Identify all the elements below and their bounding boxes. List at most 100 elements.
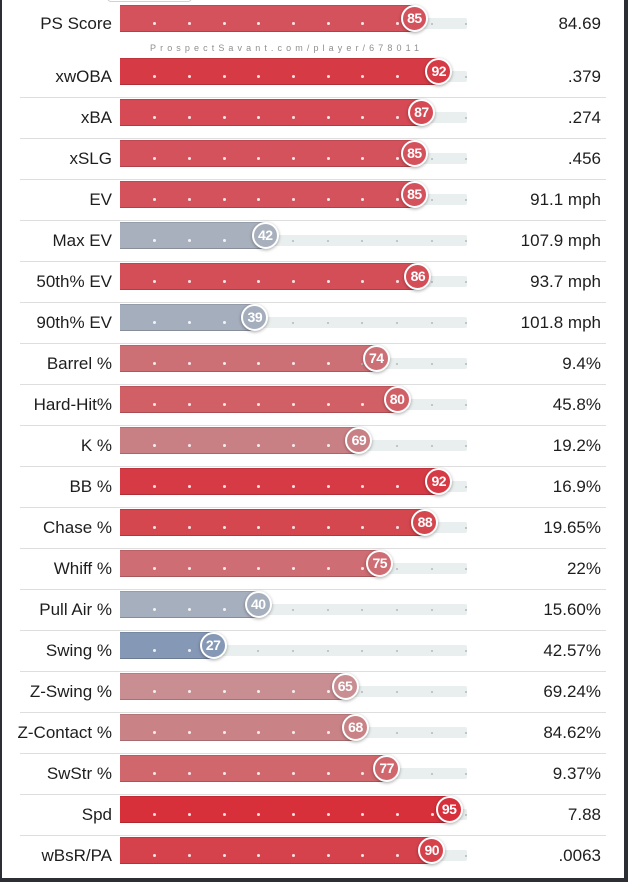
metric-value: 101.8 mph	[520, 313, 601, 332]
percentile-bar	[120, 673, 346, 700]
tick-dot	[257, 526, 261, 529]
tick-dot	[465, 239, 467, 242]
row-separator	[20, 425, 606, 426]
percentile-badge: 42	[251, 222, 279, 249]
tick-dot	[465, 690, 467, 693]
percentile-badge: 40	[244, 591, 272, 618]
tick-dot	[292, 321, 294, 324]
tick-dot	[257, 854, 261, 857]
percentile-badge: 27	[199, 632, 227, 659]
metric-label: Whiff %	[53, 559, 112, 578]
tick-dot	[326, 526, 330, 529]
metric-row: xBA 87 .274	[2, 97, 624, 138]
metric-label: Pull Air %	[39, 600, 112, 619]
tick-dot	[257, 362, 261, 365]
row-separator	[20, 466, 606, 467]
percentile-badge: 85	[400, 5, 428, 32]
tick-dot	[326, 157, 330, 160]
tick-dot	[326, 649, 329, 652]
tick-dot	[326, 75, 330, 78]
metric-label: Swing %	[45, 641, 112, 660]
metric-value: 84.62%	[543, 723, 601, 742]
row-separator	[20, 712, 606, 713]
metric-value: 9.37%	[552, 764, 601, 783]
metric-label: SwStr %	[46, 764, 112, 783]
percentile-bar	[120, 755, 388, 782]
tick-dot	[187, 22, 191, 25]
tick-dot	[465, 321, 467, 324]
metric-value: .456	[567, 149, 601, 168]
metric-label: 90th% EV	[36, 313, 112, 332]
tick-dot	[292, 280, 295, 283]
metric-row: xSLG 85 .456	[2, 138, 624, 179]
tick-dot	[465, 75, 467, 78]
tick-dot	[396, 75, 400, 78]
tick-dot	[187, 485, 191, 488]
metric-label: Max EV	[52, 231, 112, 250]
tick-dot	[257, 157, 261, 160]
metric-row: Z-Swing % 65 69.24%	[2, 671, 624, 712]
percentile-badge: 86	[404, 263, 432, 290]
metric-row: Hard-Hit% 80 45.8%	[2, 384, 624, 425]
percentile-bar	[120, 509, 426, 536]
row-separator	[20, 138, 606, 139]
tick-dot	[361, 649, 364, 652]
tick-dot	[257, 198, 261, 201]
frame-right-border	[624, 0, 628, 882]
tick-dot	[292, 22, 295, 25]
tick-dot	[396, 444, 399, 447]
row-separator	[20, 343, 606, 344]
tick-dot	[430, 198, 433, 201]
percentile-bar	[120, 58, 440, 85]
tick-dot	[222, 731, 226, 734]
tick-dot	[430, 403, 433, 406]
tick-dot	[326, 444, 330, 447]
tick-dot	[187, 362, 191, 365]
metric-label: EV	[89, 190, 112, 209]
metric-label: xwOBA	[55, 67, 112, 86]
row-separator	[20, 302, 606, 303]
metric-value: 42.57%	[543, 641, 601, 660]
tick-dot	[396, 198, 400, 201]
tick-dot	[153, 772, 157, 775]
tick-dot	[326, 362, 330, 365]
metric-value: 15.60%	[543, 600, 601, 619]
tick-dot	[326, 22, 330, 25]
metric-row: Pull Air % 40 15.60%	[2, 589, 624, 630]
percentile-bar	[120, 714, 356, 741]
tick-dot	[187, 116, 191, 119]
percentile-bar	[120, 5, 415, 32]
tick-dot	[292, 157, 295, 160]
tick-dot	[187, 75, 191, 78]
tick-dot	[396, 649, 399, 652]
metric-label: PS Score	[40, 14, 112, 33]
tick-dot	[222, 608, 226, 611]
metric-label: Z-Contact %	[17, 723, 112, 742]
tick-dot	[153, 22, 157, 25]
percentile-badge: 65	[331, 673, 359, 700]
tick-dot	[465, 485, 467, 488]
tick-dot	[222, 321, 226, 324]
tick-dot	[430, 239, 433, 242]
metric-label: xSLG	[69, 149, 112, 168]
tick-dot	[222, 116, 226, 119]
row-separator	[20, 220, 606, 221]
row-separator	[20, 97, 606, 98]
tick-dot	[465, 649, 467, 652]
tick-dot	[187, 526, 191, 529]
tick-dot	[326, 772, 330, 775]
tick-dot	[430, 567, 433, 570]
metric-label: K %	[80, 436, 112, 455]
percentile-bar	[120, 427, 360, 454]
tick-dot	[465, 280, 467, 283]
tick-dot	[292, 772, 295, 775]
tick-dot	[465, 444, 467, 447]
percentile-badge: 77	[373, 755, 401, 782]
tick-dot	[361, 239, 364, 242]
percentile-bar	[120, 304, 256, 331]
tick-dot	[153, 116, 157, 119]
tick-dot	[430, 772, 433, 775]
tick-dot	[292, 567, 295, 570]
tick-dot	[222, 444, 226, 447]
tick-dot	[361, 813, 365, 816]
